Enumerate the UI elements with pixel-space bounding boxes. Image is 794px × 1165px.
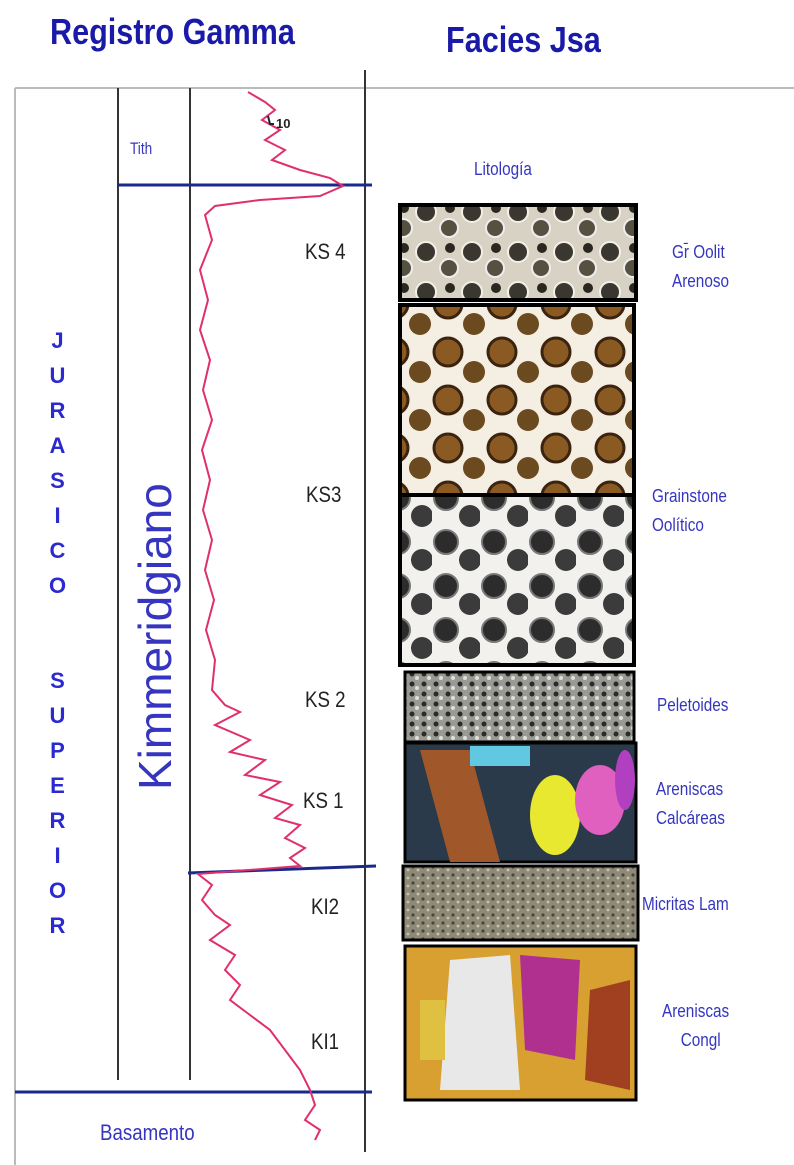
left-title: Registro Gamma (50, 11, 295, 52)
unit-label: KS 4 (305, 239, 346, 264)
facies-label: Gr̄ Oolit Arenoso (672, 238, 729, 296)
right-title: Facies Jsa (446, 19, 601, 60)
facies-label: Peletoides (657, 696, 728, 714)
facies-line: Grainstone (652, 486, 727, 506)
facies-line: Congl (680, 1029, 721, 1050)
thin-section-photo (398, 493, 636, 667)
facies-label: Areniscas Congl (662, 997, 729, 1055)
unit-label: KI1 (311, 1029, 340, 1054)
basamento-label: Basamento (100, 1120, 195, 1145)
unit-label: KS 1 (303, 788, 344, 813)
litologia-label: Litología (474, 159, 532, 179)
gamma-curve (195, 91, 346, 1141)
period-label: JURASICO (45, 328, 70, 608)
facies-line: Areniscas (662, 1001, 730, 1021)
facies-line: Gr̄ Oolit (672, 242, 725, 262)
thin-section-photo (403, 741, 638, 864)
unit-label: KS3 (306, 482, 342, 507)
facies-line: Peletoides (657, 695, 729, 715)
facies-line: Micritas Lam (642, 894, 729, 914)
tith-label: Tith (130, 139, 153, 158)
facies-label: Grainstone Oolítico (652, 482, 727, 540)
stage-label: Kimmeridgiano (129, 483, 181, 790)
unit-label: KI2 (311, 894, 340, 919)
scale-label: 10 (276, 116, 291, 131)
thin-section-photo (403, 670, 636, 744)
thin-section-photo (398, 303, 636, 497)
facies-line: Arenoso (672, 270, 729, 291)
thin-section-photo (403, 944, 638, 1102)
scale-mark (267, 115, 274, 125)
thin-section-photo (398, 203, 638, 302)
facies-line: Oolítico (652, 514, 704, 535)
facies-line: Calcáreas (656, 807, 725, 828)
unit-label: KS 2 (305, 687, 346, 712)
facies-label: Areniscas Calcáreas (656, 775, 725, 833)
period-label: SUPERIOR (45, 668, 70, 948)
thin-section-photo (401, 864, 640, 942)
facies-line: Areniscas (656, 779, 724, 799)
facies-label: Micritas Lam (642, 895, 729, 913)
